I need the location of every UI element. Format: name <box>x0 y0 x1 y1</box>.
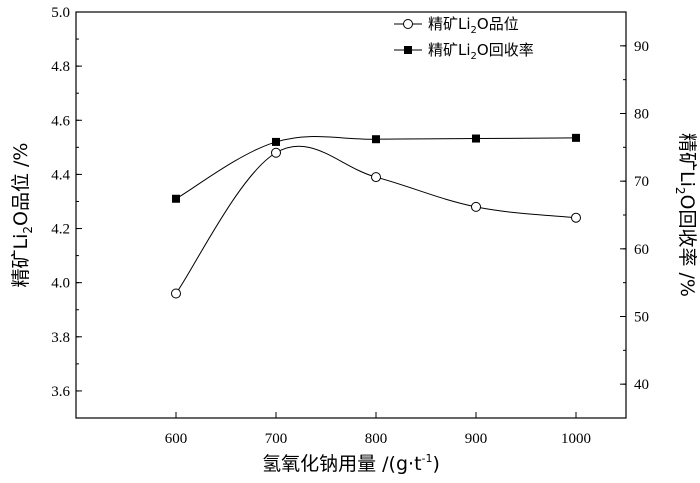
y-right-title-pre: 精矿Li <box>676 133 698 187</box>
y-left-tick-label: 4.0 <box>51 276 70 292</box>
x-tick-label: 600 <box>165 431 188 447</box>
series-line-right <box>175 136 577 200</box>
y-right-tick-label: 80 <box>634 107 649 123</box>
legend: 精矿Li2O品位 精矿Li2O回收率 <box>394 15 534 62</box>
data-point-grade <box>371 172 381 183</box>
y-right-tick-label: 50 <box>634 310 649 326</box>
y-right-tick-label: 90 <box>634 39 649 55</box>
legend-marker-open-circle <box>403 19 413 29</box>
y-left-tick-label: 3.6 <box>51 384 70 400</box>
y-left-title-sub: 2 <box>21 226 35 234</box>
y-left-tick-label: 4.6 <box>51 113 70 129</box>
y-left-tick-label: 3.8 <box>51 330 70 346</box>
y-right-tick-label: 70 <box>634 174 649 190</box>
legend-item-grade: 精矿Li2O品位 <box>394 15 519 36</box>
series-markers <box>171 133 581 299</box>
x-tick-label: 800 <box>365 431 388 447</box>
y-left-title-post: O品位 /% <box>10 143 32 226</box>
x-axis-title-unit: /(g·t <box>376 453 421 475</box>
y-left-axis-title: 精矿Li2O品位 /% <box>10 143 35 288</box>
x-tick-label: 900 <box>465 431 488 447</box>
y-right-axis-title: 精矿Li2O回收率 /% <box>673 133 698 297</box>
legend-marker-filled-square <box>404 46 412 54</box>
data-point-recovery <box>572 133 580 142</box>
y-right-title-sub: 2 <box>673 187 687 195</box>
y-left-tick-label: 5.0 <box>51 5 70 21</box>
data-point-grade <box>571 212 581 223</box>
y-left-tick-label: 4.2 <box>51 222 70 238</box>
y-left-tick-label: 4.8 <box>51 59 70 75</box>
data-point-recovery <box>472 134 480 143</box>
x-tick-label: 700 <box>265 431 288 447</box>
data-point-recovery <box>172 194 180 203</box>
y-left-title-pre: 精矿Li <box>10 234 32 288</box>
x-axis-title-unit-end: ) <box>432 453 439 475</box>
legend-item-recovery: 精矿Li2O回收率 <box>394 41 534 62</box>
legend-label-grade: 精矿Li2O品位 <box>428 15 519 36</box>
legend-label-recovery: 精矿Li2O回收率 <box>428 41 534 62</box>
x-axis-title-unit-sup: -1 <box>422 452 433 465</box>
y-right-tick-label: 60 <box>634 242 649 258</box>
x-tick-label: 1000 <box>561 431 591 447</box>
y-left-ticks: 3.6 3.8 4.0 4.2 4.4 4.6 4.8 5.0 <box>51 5 82 419</box>
y-right-ticks: 40 50 60 70 80 90 <box>620 11 649 419</box>
x-axis-title: 氢氧化钠用量 /(g·t-1) <box>262 452 440 475</box>
data-point-grade <box>171 288 181 299</box>
data-point-grade <box>471 201 481 212</box>
data-point-grade <box>271 147 281 158</box>
y-right-tick-label: 40 <box>634 377 649 393</box>
y-right-title-post: O回收率 /% <box>676 195 698 297</box>
series-lines <box>175 136 577 294</box>
x-axis-title-main: 氢氧化钠用量 <box>262 453 376 475</box>
series-line-left <box>175 145 577 294</box>
data-point-recovery <box>372 135 380 144</box>
data-point-recovery <box>272 137 280 146</box>
y-left-tick-label: 4.4 <box>51 167 70 183</box>
x-ticks: 600 700 800 900 1000 <box>165 412 591 447</box>
